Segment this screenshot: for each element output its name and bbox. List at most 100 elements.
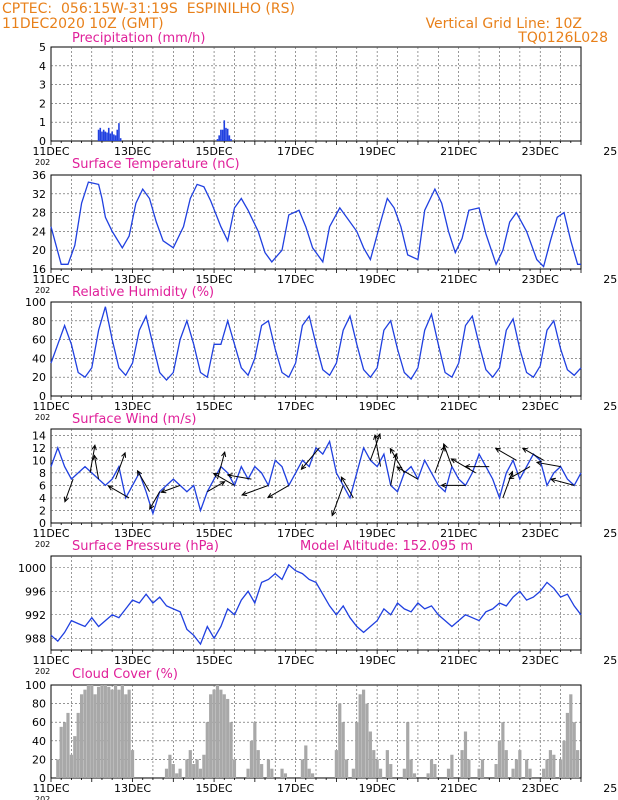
cloud-bar	[552, 754, 556, 778]
precip-bar	[225, 127, 227, 141]
wind-arrow	[434, 446, 445, 474]
wind-xtick-label: 21DEC	[440, 527, 477, 540]
precip-ytick-label: 4	[39, 60, 46, 73]
pressure-year-fragment: 202	[35, 667, 50, 676]
cloud-bar	[361, 689, 366, 778]
wind-arrow	[108, 485, 130, 499]
cloud-bar	[368, 731, 372, 778]
precip-xtick-label: 11DEC	[32, 145, 69, 158]
wind-xtick-label: 25DEC	[603, 527, 618, 540]
cloud-bar	[192, 764, 196, 778]
cloud-bar	[477, 768, 481, 778]
wind-arrow-head	[340, 476, 346, 483]
temp-xtick-label: 25DEC	[603, 273, 618, 286]
cloud-bar	[69, 754, 73, 778]
cloud-bar	[198, 768, 203, 778]
cloud-bar	[93, 694, 97, 778]
cloud-bar	[266, 759, 271, 778]
wind-xtick-label: 13DEC	[114, 527, 151, 540]
cloud-bar	[260, 764, 264, 778]
cloud-xtick-label: 13DEC	[114, 782, 151, 795]
grid-note: Vertical Grid Line: 10Z	[425, 16, 582, 32]
cloud-bar	[446, 768, 451, 778]
wind-arrow	[64, 478, 74, 502]
cloud-bar	[542, 768, 546, 778]
pressure-xtick-label: 11DEC	[32, 654, 69, 667]
cloud-bar	[358, 694, 362, 778]
wind-arrow	[390, 453, 397, 486]
wind-arrow-head	[221, 450, 227, 458]
wind-arrow	[443, 443, 453, 467]
temp-xtick-label: 21DEC	[440, 273, 477, 286]
cloud-bar	[378, 768, 383, 778]
precip-xtick-label: 15DEC	[196, 145, 233, 158]
rh-frame	[50, 301, 582, 397]
wind-arrow-head	[331, 510, 337, 517]
cloud-bar	[460, 750, 464, 778]
precip-bar	[109, 133, 112, 141]
wind-arrow-head	[300, 464, 307, 471]
precip-bar	[104, 131, 107, 141]
wind-ytick-label: 6	[39, 479, 46, 492]
precip-ytick-label: 1	[39, 116, 46, 129]
wind-ytick-label: 10	[32, 454, 46, 467]
model-code: TQ0126L028	[518, 30, 608, 46]
cloud-bar	[100, 685, 104, 778]
cloud-bar	[171, 764, 175, 778]
wind-arrow-head	[373, 433, 379, 441]
wind-arrow	[495, 447, 517, 461]
precip-bar	[220, 129, 222, 141]
precip-ytick-label: 2	[39, 97, 46, 110]
precip-frame	[50, 46, 582, 142]
wind-arrow	[369, 433, 381, 461]
rh-panel: 0 20 40 60 80 100 11DEC 13DEC 15DEC 17DEC 19DEC 21D…	[25, 285, 618, 422]
wind-arrow-head	[241, 491, 248, 496]
cloud-bar	[229, 722, 233, 778]
cloud-bar	[467, 759, 471, 778]
cloud-bar	[73, 736, 77, 778]
wind-arrow	[89, 445, 96, 473]
cloud-bar	[246, 768, 250, 778]
cloud-ytick-label: 80	[32, 698, 46, 711]
rh-xtick-label: 11DEC	[32, 400, 69, 413]
cloud-bar	[311, 773, 315, 778]
temp-xtick-label: 23DEC	[522, 273, 559, 286]
cloud-xtick-label: 19DEC	[359, 782, 396, 795]
wind-arrow-head	[91, 444, 97, 451]
cloud-bar	[375, 759, 379, 778]
wind-arrow-head	[389, 447, 395, 454]
cloud-bar	[175, 773, 179, 778]
rh-ytick-label: 40	[32, 352, 46, 365]
wind-title: Surface Wind (m/s)	[72, 412, 196, 427]
cloud-bar	[188, 750, 192, 778]
rh-xtick-label: 23DEC	[522, 400, 559, 413]
cloud-bar	[576, 750, 580, 778]
precip-bar	[99, 127, 102, 141]
cloud-panel: 0 20 40 60 80 100 11DEC 13DEC 15DEC 17DEC 19DEC 21D…	[25, 667, 618, 800]
pressure-xtick-label: 25DEC	[603, 654, 618, 667]
wind-arrow	[550, 478, 575, 486]
precip-bar	[118, 123, 120, 141]
precip-xtick-label: 19DEC	[359, 145, 396, 158]
temp-xtick-label: 19DEC	[359, 273, 396, 286]
precip-xtick-label: 23DEC	[522, 145, 559, 158]
precip-panel: 0 1 2 3 4 5 11DEC 13DEC 15DEC 17DEC 19DEC 21DEC 23DE…	[32, 31, 618, 167]
temp-title: Surface Temperature (nC)	[72, 157, 240, 172]
cloud-ytick-label: 60	[32, 716, 46, 729]
cloud-bar	[76, 712, 80, 778]
wind-arrow-head	[136, 469, 142, 476]
rh-xtick-label: 17DEC	[277, 400, 314, 413]
cloud-xtick-label: 15DEC	[196, 782, 233, 795]
cloud-bar	[409, 759, 413, 778]
temp-xtick-label: 15DEC	[196, 273, 233, 286]
pressure-note: Model Altitude: 152.095 m	[300, 539, 473, 554]
cloud-bar	[117, 689, 121, 778]
precip-bar	[216, 139, 219, 141]
wind-arrow-head	[63, 496, 69, 503]
cloud-bar	[62, 722, 67, 778]
cloud-bar	[514, 759, 519, 778]
temp-ytick-label: 16	[32, 263, 46, 276]
temp-ytick-label: 20	[32, 244, 46, 257]
temp-ytick-label: 32	[32, 188, 46, 201]
